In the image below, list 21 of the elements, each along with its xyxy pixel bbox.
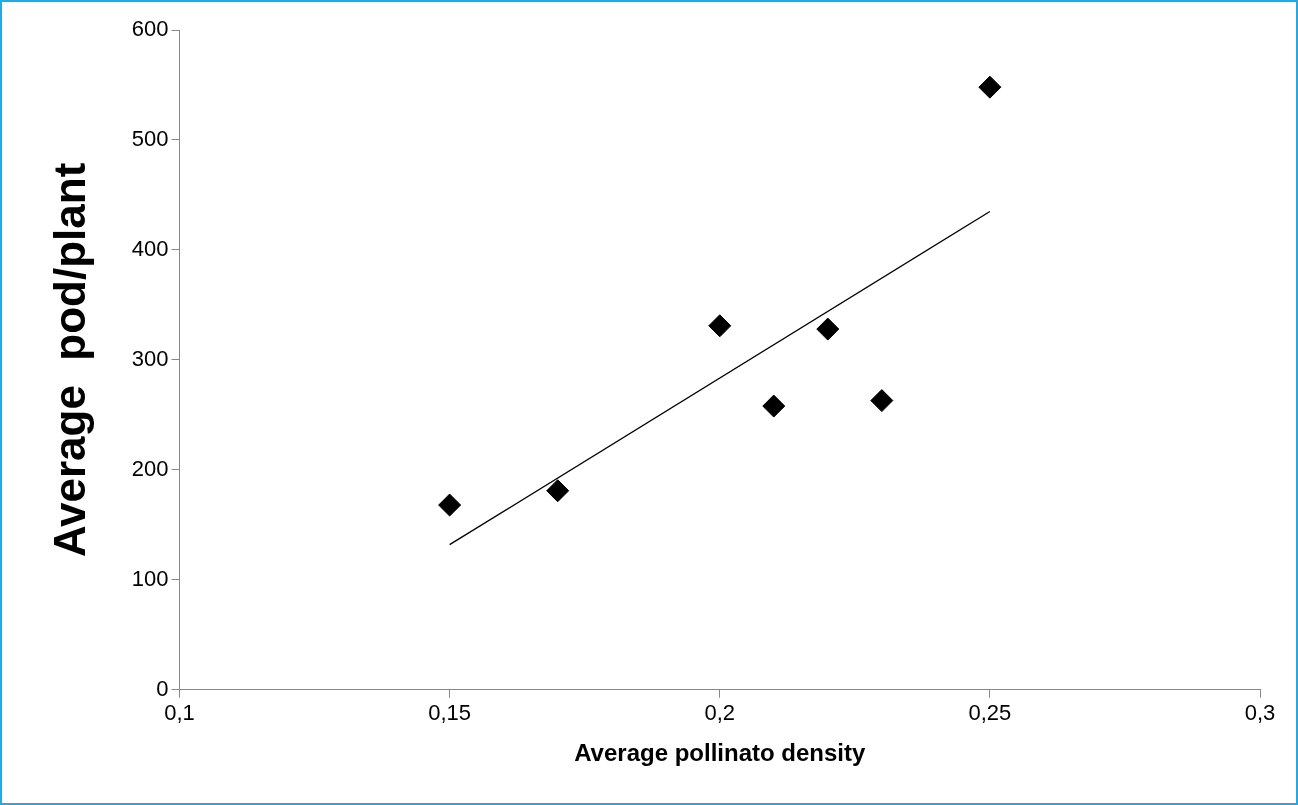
y-tick-label: 200 — [131, 455, 169, 481]
point — [870, 389, 894, 413]
point — [816, 317, 840, 341]
y-tick-label: 600 — [131, 16, 169, 42]
x-axis-title: Average pollinato density — [574, 739, 866, 767]
point — [708, 314, 732, 338]
point — [762, 394, 786, 418]
y-tick-label: 300 — [131, 345, 169, 371]
x-tick-label: 0,3 — [1244, 700, 1276, 726]
x-tick-label: 0,2 — [704, 700, 736, 726]
point — [438, 493, 462, 517]
x-tick-label: 0,15 — [428, 700, 472, 726]
y-tick-label: 100 — [131, 565, 169, 591]
y-axis-title: Average pod/plant — [44, 162, 94, 558]
x-tick-label: 0,25 — [968, 700, 1012, 726]
x-tick-label: 0,1 — [164, 700, 195, 726]
y-tick-label: 500 — [131, 126, 169, 152]
point — [546, 479, 570, 503]
y-tick-label: 400 — [131, 236, 169, 261]
point — [978, 75, 1002, 99]
y-tick-label: 0 — [156, 675, 169, 701]
